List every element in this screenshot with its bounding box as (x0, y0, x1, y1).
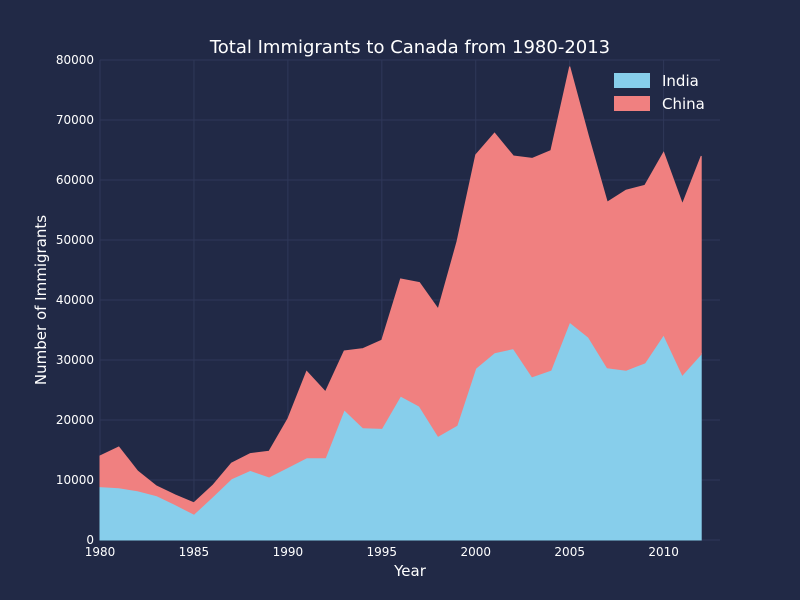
y-tick-label: 0 (86, 533, 94, 547)
x-axis-ticks: 1980 1985 1990 1995 2000 2005 2010 (85, 545, 679, 559)
y-tick-label: 30000 (56, 353, 94, 367)
legend-label-india: India (662, 72, 699, 90)
legend: India China (614, 72, 705, 113)
x-tick-label: 2005 (554, 545, 585, 559)
x-tick-label: 2010 (648, 545, 679, 559)
y-tick-label: 20000 (56, 413, 94, 427)
y-tick-label: 40000 (56, 293, 94, 307)
x-tick-label: 1985 (179, 545, 210, 559)
legend-label-china: China (662, 95, 705, 113)
x-tick-label: 1990 (273, 545, 304, 559)
areas (99, 66, 702, 541)
y-tick-label: 60000 (56, 173, 94, 187)
x-tick-label: 1995 (367, 545, 398, 559)
y-axis-title: Number of Immigrants (32, 215, 50, 385)
x-axis-title: Year (393, 562, 427, 580)
area-china (99, 66, 702, 515)
y-tick-label: 80000 (56, 53, 94, 67)
chart-title: Total Immigrants to Canada from 1980-201… (209, 37, 610, 58)
legend-swatch-china (614, 96, 650, 111)
y-axis-ticks: 0 10000 20000 30000 40000 50000 60000 70000 8000… (56, 53, 94, 547)
legend-swatch-india (614, 73, 650, 88)
x-tick-label: 2000 (460, 545, 491, 559)
x-tick-label: 1980 (85, 545, 116, 559)
y-tick-label: 10000 (56, 473, 94, 487)
y-tick-label: 50000 (56, 233, 94, 247)
y-tick-label: 70000 (56, 113, 94, 127)
